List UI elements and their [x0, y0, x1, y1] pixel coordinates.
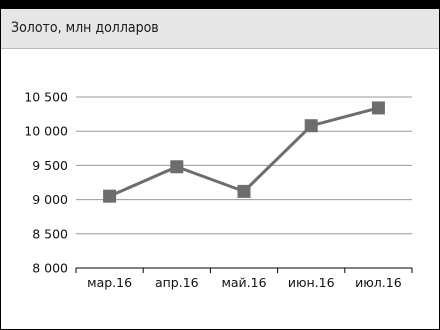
y-tick-label: 10 000	[24, 124, 68, 139]
x-tick-label: мар.16	[87, 275, 132, 290]
data-point	[371, 101, 385, 115]
y-tick-label: 8 000	[32, 261, 68, 276]
data-point	[170, 160, 184, 174]
x-tick-label: апр.16	[155, 275, 199, 290]
y-tick-label: 10 500	[24, 90, 68, 105]
y-tick-label: 8 500	[32, 226, 68, 241]
y-tick-label: 9 000	[32, 192, 68, 207]
top-bar	[1, 1, 439, 9]
data-point	[103, 189, 117, 203]
chart-header: Золото, млн долларов	[1, 9, 439, 49]
chart-title: Золото, млн долларов	[11, 20, 159, 36]
y-tick-label: 9 500	[32, 158, 68, 173]
x-tick-label: май.16	[221, 275, 266, 290]
data-point	[304, 119, 318, 133]
x-tick-label: июл.16	[355, 275, 402, 290]
x-tick-label: июн.16	[288, 275, 335, 290]
data-point	[237, 184, 251, 198]
series-line	[108, 106, 379, 198]
